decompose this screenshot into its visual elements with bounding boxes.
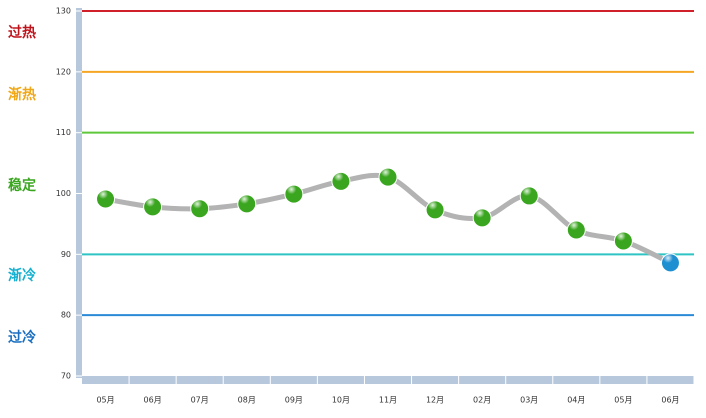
zone-label: 过冷 bbox=[8, 329, 36, 346]
y-tick-label: 90 bbox=[61, 250, 71, 259]
y-tick-label: 120 bbox=[56, 67, 71, 76]
x-tick-label: 05月 bbox=[614, 396, 632, 405]
x-tick-label: 02月 bbox=[473, 396, 491, 405]
marker-shine bbox=[380, 168, 394, 183]
series-line bbox=[103, 172, 673, 266]
x-tick-label: 03月 bbox=[520, 396, 538, 405]
zone-label: 渐热 bbox=[8, 86, 36, 103]
x-tick-label: 05月 bbox=[96, 396, 114, 405]
marker-shine bbox=[474, 208, 489, 223]
marker-shine bbox=[521, 186, 536, 201]
marker-shine bbox=[285, 185, 300, 200]
x-tick-label: 12月 bbox=[426, 396, 444, 405]
marker-shine bbox=[332, 172, 347, 187]
marker-shine bbox=[615, 231, 630, 246]
marker-shine bbox=[662, 253, 677, 268]
y-tick-label: 110 bbox=[56, 128, 71, 137]
x-tick-label: 09月 bbox=[285, 396, 303, 405]
marker-shine bbox=[427, 200, 442, 215]
x-tick-label: 04月 bbox=[567, 396, 585, 405]
marker-shine bbox=[568, 221, 583, 235]
x-tick-label: 06月 bbox=[661, 396, 679, 405]
y-tick-label: 80 bbox=[61, 311, 71, 320]
marker-shine bbox=[191, 199, 206, 214]
x-axis-bar bbox=[82, 376, 694, 384]
y-tick-label: 70 bbox=[61, 372, 71, 381]
x-tick-label: 11月 bbox=[379, 396, 397, 405]
zone-label: 稳定 bbox=[8, 177, 36, 194]
x-tick-label: 06月 bbox=[144, 396, 162, 405]
x-tick-label: 07月 bbox=[191, 396, 209, 405]
x-tick-label: 08月 bbox=[238, 396, 256, 405]
zone-label: 渐冷 bbox=[8, 267, 36, 284]
zone-label: 过热 bbox=[8, 24, 36, 41]
marker-shine bbox=[144, 197, 159, 212]
x-tick-label: 10月 bbox=[332, 396, 350, 405]
marker-shine bbox=[97, 189, 112, 204]
y-tick-label: 100 bbox=[56, 189, 71, 198]
y-tick-label: 130 bbox=[56, 7, 71, 16]
marker-shine bbox=[238, 194, 253, 209]
